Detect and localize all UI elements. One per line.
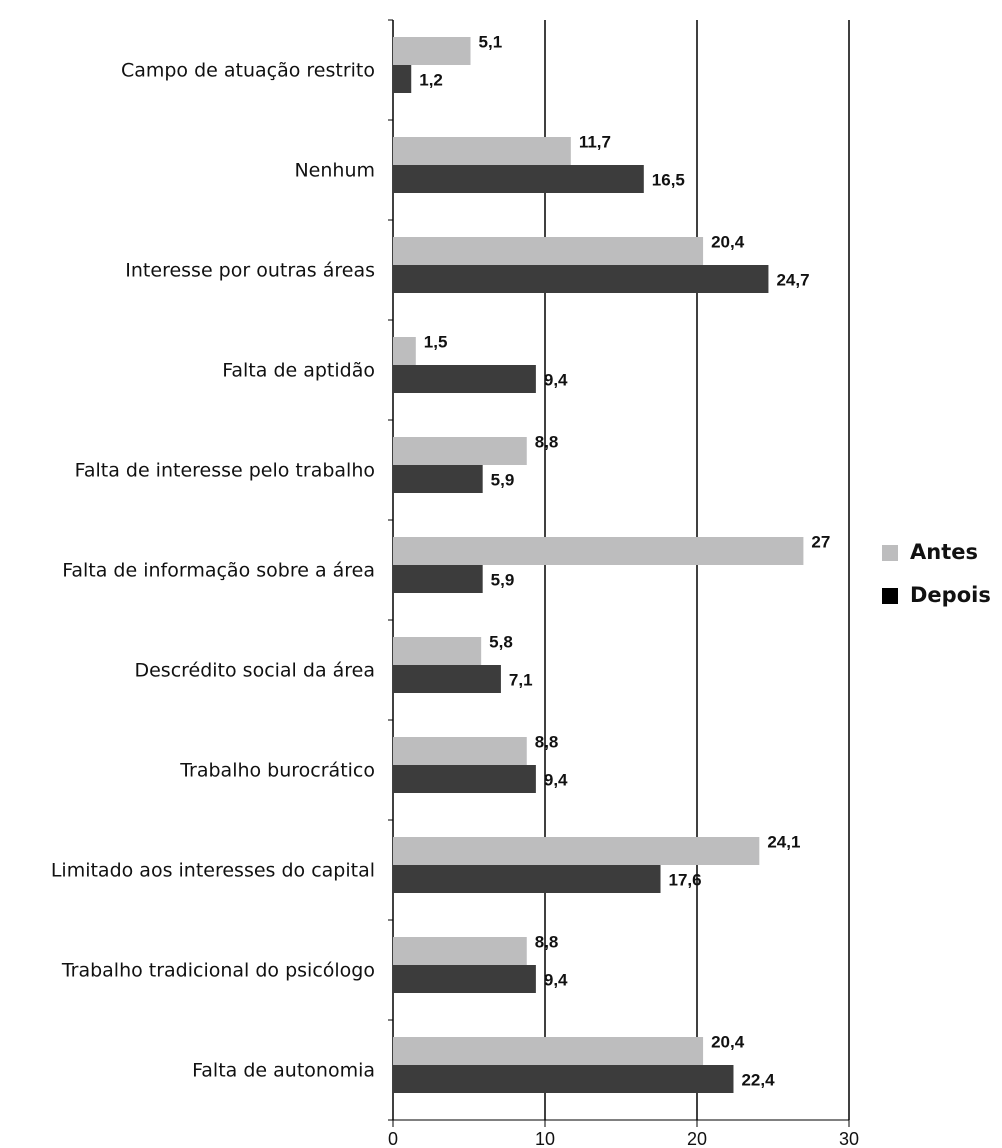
legend-swatch	[882, 588, 898, 604]
data-label: 24,7	[776, 270, 809, 289]
bar	[393, 165, 644, 193]
category-label: Limitado aos interesses do capital	[51, 860, 375, 882]
data-label: 8,8	[535, 732, 559, 751]
legend-swatch	[882, 545, 898, 561]
category-label: Trabalho tradicional do psicólogo	[61, 960, 375, 982]
bar	[393, 365, 536, 393]
data-label: 9,4	[544, 770, 568, 789]
bar	[393, 1037, 704, 1065]
data-label: 8,8	[535, 432, 559, 451]
data-label: 1,2	[419, 70, 443, 89]
data-label: 5,8	[489, 632, 513, 651]
bar	[393, 65, 412, 93]
bar	[393, 837, 760, 865]
data-label: 16,5	[652, 170, 685, 189]
bar	[393, 1065, 734, 1093]
bar	[393, 465, 483, 493]
bar	[393, 937, 527, 965]
data-label: 5,1	[479, 32, 503, 51]
category-label: Nenhum	[294, 160, 375, 182]
bar	[393, 637, 482, 665]
bar	[393, 765, 536, 793]
bar	[393, 137, 571, 165]
category-label: Trabalho burocrático	[179, 760, 375, 782]
data-label: 9,4	[544, 970, 568, 989]
category-label: Falta de interesse pelo trabalho	[75, 460, 375, 482]
data-label: 22,4	[741, 1070, 775, 1089]
data-label: 9,4	[544, 370, 568, 389]
data-label: 11,7	[579, 132, 611, 151]
data-label: 8,8	[535, 932, 559, 951]
data-label: 5,9	[491, 470, 515, 489]
bar	[393, 965, 536, 993]
legend-label: Antes	[910, 540, 978, 564]
data-label: 17,6	[669, 870, 702, 889]
data-label: 27	[811, 532, 830, 551]
legend-label: Depois	[910, 583, 991, 607]
x-tick-label: 20	[687, 1129, 707, 1148]
category-label: Falta de autonomia	[192, 1060, 375, 1082]
bar	[393, 37, 471, 65]
data-label: 5,9	[491, 570, 515, 589]
bar	[393, 865, 661, 893]
bar	[393, 337, 416, 365]
bar	[393, 265, 769, 293]
category-label: Falta de aptidão	[222, 360, 375, 382]
x-tick-label: 10	[535, 1129, 555, 1148]
category-label: Descrédito social da área	[134, 660, 375, 682]
x-tick-label: 30	[839, 1129, 859, 1148]
bar	[393, 565, 483, 593]
category-label: Interesse por outras áreas	[125, 260, 375, 282]
category-label: Falta de informação sobre a área	[62, 560, 375, 582]
bar	[393, 537, 804, 565]
category-label: Campo de atuação restrito	[121, 60, 375, 82]
bar	[393, 237, 704, 265]
bar	[393, 665, 501, 693]
data-label: 24,1	[767, 832, 800, 851]
bar	[393, 437, 527, 465]
data-label: 1,5	[424, 332, 448, 351]
data-label: 20,4	[711, 232, 745, 251]
bar	[393, 737, 527, 765]
data-label: 20,4	[711, 1032, 745, 1051]
data-label: 7,1	[509, 670, 533, 689]
x-tick-label: 0	[388, 1129, 398, 1148]
